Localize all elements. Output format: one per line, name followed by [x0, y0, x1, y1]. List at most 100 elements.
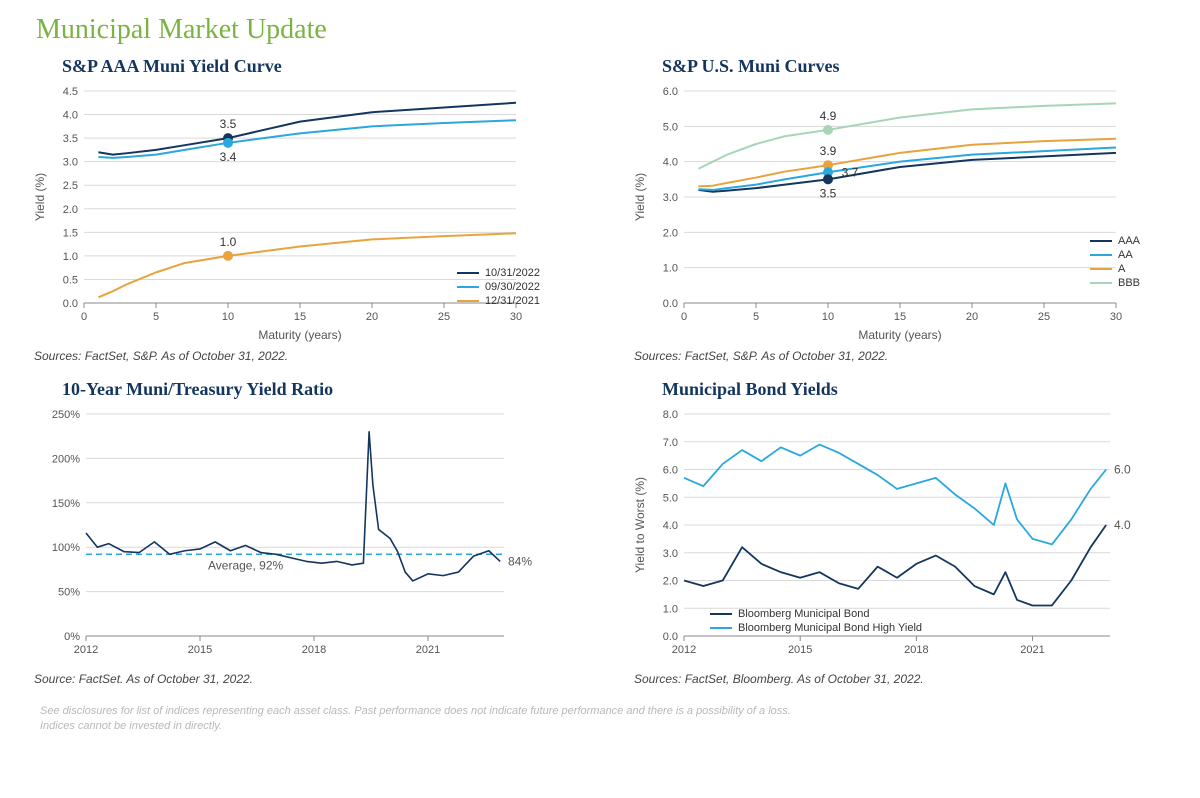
- legend-label: 12/31/2021: [485, 295, 540, 307]
- legend-swatch: [1090, 268, 1112, 270]
- legend-swatch: [1090, 240, 1112, 242]
- svg-text:4.0: 4.0: [63, 110, 78, 122]
- legend-swatch: [1090, 254, 1112, 256]
- svg-text:20: 20: [366, 311, 378, 323]
- chart1-box: 0.00.51.01.52.02.53.03.54.04.50510152025…: [30, 83, 550, 343]
- chart3-svg: 0%50%100%150%200%250%2012201520182021Ave…: [30, 406, 550, 666]
- chart2-svg: 0.01.02.03.04.05.06.0051015202530Maturit…: [630, 83, 1150, 343]
- svg-text:0%: 0%: [64, 631, 80, 643]
- svg-text:2015: 2015: [188, 644, 212, 656]
- svg-text:2.0: 2.0: [663, 576, 678, 588]
- svg-text:2.0: 2.0: [63, 204, 78, 216]
- svg-text:0: 0: [81, 311, 87, 323]
- svg-text:15: 15: [294, 311, 306, 323]
- disclaimer-line2: Indices cannot be invested in directly.: [40, 719, 1160, 734]
- chart3-source: Source: FactSet. As of October 31, 2022.: [34, 672, 570, 686]
- legend-item: 12/31/2021: [457, 295, 540, 307]
- chart1-source: Sources: FactSet, S&P. As of October 31,…: [34, 349, 570, 363]
- svg-text:2018: 2018: [904, 644, 928, 656]
- svg-text:5.0: 5.0: [663, 121, 678, 133]
- svg-text:10: 10: [222, 311, 234, 323]
- legend-swatch: [1090, 282, 1112, 284]
- svg-text:2021: 2021: [416, 644, 440, 656]
- disclaimer: See disclosures for list of indices repr…: [30, 704, 1170, 735]
- svg-text:6.0: 6.0: [663, 86, 678, 98]
- panel-muni-bond-yields: Municipal Bond Yields 0.0 1.0 2.0 3.0 4.0 5.0…: [630, 379, 1170, 686]
- legend-label: A: [1118, 263, 1125, 275]
- svg-text:6.0: 6.0: [1114, 463, 1131, 477]
- legend-label: AAA: [1118, 235, 1140, 247]
- svg-text:0.0: 0.0: [663, 631, 678, 643]
- legend-label: Bloomberg Municipal Bond: [738, 608, 869, 620]
- legend-item: AAA: [1090, 235, 1140, 247]
- legend-swatch: [710, 627, 732, 629]
- svg-text:3.0: 3.0: [663, 548, 678, 560]
- svg-text:30: 30: [510, 311, 522, 323]
- svg-text:2012: 2012: [74, 644, 98, 656]
- svg-text:7.0: 7.0: [663, 437, 678, 449]
- legend-swatch: [457, 286, 479, 288]
- svg-text:3.0: 3.0: [63, 157, 78, 169]
- legend-item: A: [1090, 263, 1140, 275]
- svg-text:25: 25: [1038, 311, 1050, 323]
- svg-text:4.5: 4.5: [63, 86, 78, 98]
- legend-swatch: [457, 300, 479, 302]
- svg-text:4.9: 4.9: [820, 109, 837, 123]
- chart4-source: Sources: FactSet, Bloomberg. As of Octob…: [634, 672, 1170, 686]
- legend-item: Bloomberg Municipal Bond High Yield: [710, 622, 922, 634]
- legend-label: 09/30/2022: [485, 281, 540, 293]
- svg-text:1.0: 1.0: [663, 603, 678, 615]
- svg-text:Maturity (years): Maturity (years): [858, 328, 941, 342]
- svg-text:Yield (%): Yield (%): [33, 173, 47, 221]
- svg-text:4.0: 4.0: [663, 157, 678, 169]
- legend-item: 09/30/2022: [457, 281, 540, 293]
- svg-text:6.0: 6.0: [663, 465, 678, 477]
- svg-text:2015: 2015: [788, 644, 812, 656]
- chart2-box: 0.01.02.03.04.05.06.0051015202530Maturit…: [630, 83, 1150, 343]
- svg-text:50%: 50%: [58, 587, 80, 599]
- svg-text:1.0: 1.0: [663, 263, 678, 275]
- svg-text:3.4: 3.4: [220, 150, 237, 164]
- svg-text:4.0: 4.0: [1114, 518, 1131, 532]
- svg-text:200%: 200%: [52, 453, 80, 465]
- svg-text:2.5: 2.5: [63, 180, 78, 192]
- panel-muni-treasury-ratio: 10-Year Muni/Treasury Yield Ratio 0%50%1…: [30, 379, 570, 686]
- svg-text:0.5: 0.5: [63, 274, 78, 286]
- svg-text:Maturity (years): Maturity (years): [258, 328, 341, 342]
- legend-item: BBB: [1090, 277, 1140, 289]
- svg-text:0.0: 0.0: [663, 298, 678, 310]
- chart1-title: S&P AAA Muni Yield Curve: [62, 56, 570, 77]
- svg-text:1.0: 1.0: [63, 251, 78, 263]
- svg-text:3.5: 3.5: [220, 117, 237, 131]
- legend-label: 10/31/2022: [485, 267, 540, 279]
- svg-text:100%: 100%: [52, 542, 80, 554]
- legend-label: BBB: [1118, 277, 1140, 289]
- page-title: Municipal Market Update: [36, 14, 1170, 46]
- svg-text:3.7: 3.7: [842, 165, 859, 179]
- chart4-title: Municipal Bond Yields: [662, 379, 1170, 400]
- svg-text:5.0: 5.0: [663, 492, 678, 504]
- svg-text:3.5: 3.5: [63, 133, 78, 145]
- legend-item: AA: [1090, 249, 1140, 261]
- chart4-legend: Bloomberg Municipal Bond Bloomberg Munici…: [710, 608, 922, 636]
- svg-text:1.0: 1.0: [220, 235, 237, 249]
- legend-item: 10/31/2022: [457, 267, 540, 279]
- legend-swatch: [457, 272, 479, 274]
- svg-text:20: 20: [966, 311, 978, 323]
- svg-text:1.5: 1.5: [63, 227, 78, 239]
- svg-text:3.0: 3.0: [663, 192, 678, 204]
- chart2-title: S&P U.S. Muni Curves: [662, 56, 1170, 77]
- svg-text:84%: 84%: [508, 554, 532, 568]
- panel-aaa-yield-curve: S&P AAA Muni Yield Curve 0.00.51.01.52.0…: [30, 56, 570, 363]
- svg-text:4.0: 4.0: [663, 520, 678, 532]
- svg-text:8.0: 8.0: [663, 409, 678, 421]
- chart2-source: Sources: FactSet, S&P. As of October 31,…: [634, 349, 1170, 363]
- legend-swatch: [710, 613, 732, 615]
- svg-text:150%: 150%: [52, 498, 80, 510]
- svg-text:Yield to Worst (%): Yield to Worst (%): [633, 477, 647, 573]
- legend-label: AA: [1118, 249, 1133, 261]
- chart4-box: 0.01.02.03.04.05.06.07.08.02012201520182…: [630, 406, 1150, 666]
- chart2-legend: AAAAAABBB: [1090, 235, 1140, 291]
- svg-text:25: 25: [438, 311, 450, 323]
- svg-text:250%: 250%: [52, 409, 80, 421]
